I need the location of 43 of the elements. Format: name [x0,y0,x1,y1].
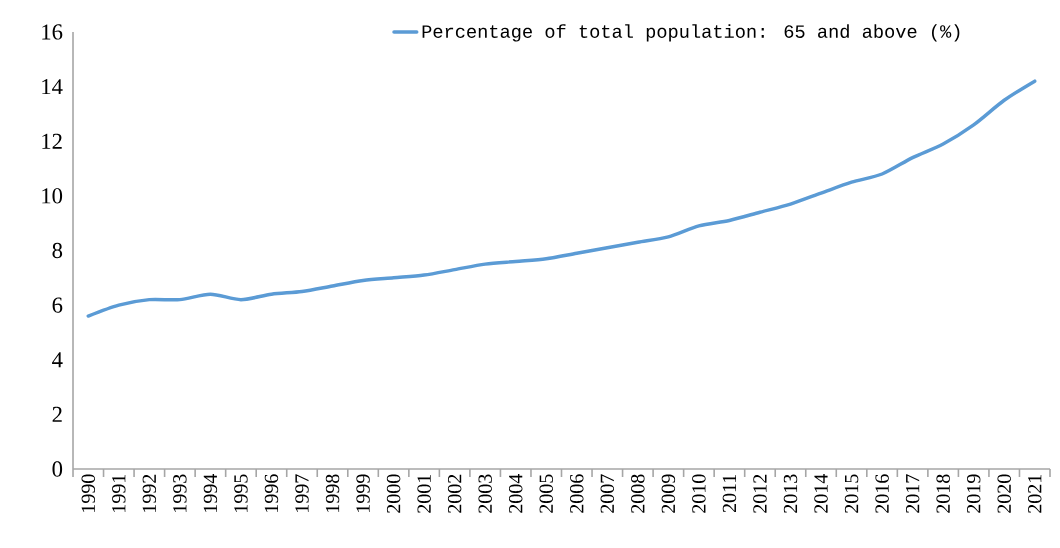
x-tick-label: 2016 [875,474,889,513]
x-tick-label: 2008 [631,474,645,513]
y-tick-label: 8 [52,242,63,259]
y-tick-label: 2 [52,406,62,422]
x-tick-label: 2015 [844,474,859,513]
x-tick-label: 2014 [814,474,828,513]
x-tick-label: 2017 [905,474,920,513]
x-tick-label: 2019 [966,474,981,513]
x-tick-label: 2010 [692,474,706,513]
x-tick-label: 1993 [173,474,187,512]
y-tick-label: 16 [42,24,63,40]
x-tick-label: 2003 [478,474,492,513]
legend-label: Percentage of total population: 65 and above (%) [422,24,960,42]
y-tick-label: 6 [52,297,63,313]
x-tick-label: 1999 [356,474,370,512]
y-tick-label: 12 [42,133,62,149]
x-tick-label: 2000 [386,474,401,513]
x-tick-label: 2018 [936,474,950,513]
x-tick-label: 2006 [570,474,584,513]
x-tick-label: 1990 [81,474,96,512]
x-tick-label: 2020 [997,474,1011,513]
x-tick-label: 2013 [783,474,798,513]
x-tick-label: 2009 [661,474,676,513]
x-tick-label: 2011 [722,474,737,513]
line-series [86,79,1037,318]
x-tick-label: 1991 [112,474,126,512]
x-tick-label: 2007 [600,474,615,513]
y-tick-label: 14 [42,79,63,95]
x-tick-label: 1996 [264,474,279,512]
x-tick-label: 1994 [203,474,218,512]
x-tick-label: 2012 [753,474,767,513]
x-tick-label: 2005 [539,474,553,513]
x-tick-label: 2001 [417,474,431,513]
x-tick-label: 1995 [234,474,248,512]
y-tick-label: 10 [42,188,63,204]
y-tick-label: 4 [52,352,63,368]
x-tick-label: 1997 [295,474,309,512]
x-tick-label: 2004 [508,474,523,513]
x-tick-label: 2021 [1027,474,1042,513]
x-tick-label: 2002 [447,474,462,513]
x-tick-label: 1998 [325,474,340,512]
x-tick-label: 1992 [142,474,157,512]
y-tick-label: 0 [52,461,63,477]
